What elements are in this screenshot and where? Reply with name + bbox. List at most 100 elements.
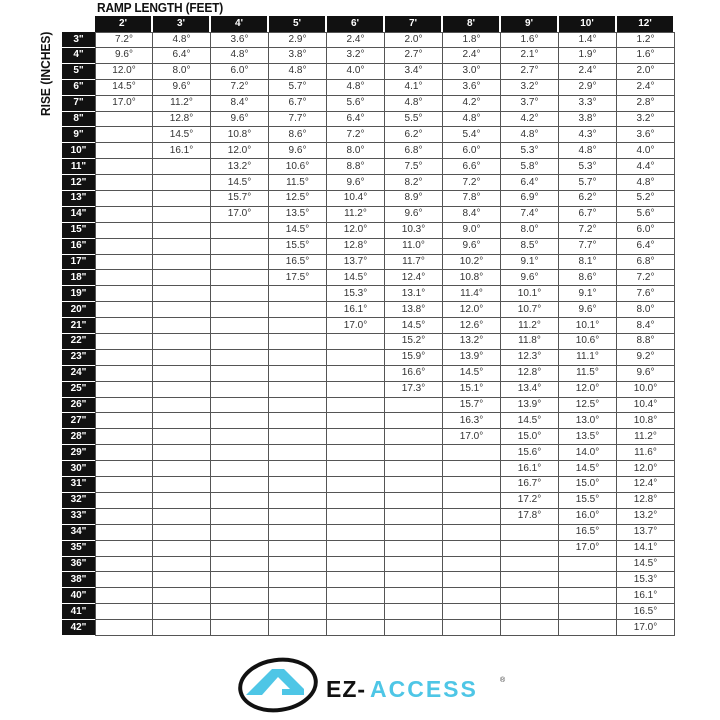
angle-cell: [559, 604, 617, 621]
angle-cell: [443, 604, 501, 621]
angle-cell: [95, 524, 153, 541]
angle-cell: 14.5°: [327, 270, 385, 287]
angle-cell: [95, 540, 153, 557]
angle-cell: 8.0°: [153, 63, 211, 80]
angle-cell: [269, 540, 327, 557]
angle-cell: [95, 302, 153, 319]
angle-cell: [95, 111, 153, 128]
angle-cell: 11.8°: [501, 334, 559, 350]
angle-cell: [385, 524, 443, 541]
angle-cell: 10.4°: [327, 191, 385, 207]
table-row: 4" 9.6° 6.4° 4.8° 3.8° 3.2° 2.7° 2.4° 2.1° 1.9° 1.…: [62, 48, 675, 64]
row-header: 16": [62, 238, 95, 255]
angle-cell: [501, 540, 559, 557]
angle-cell: [443, 492, 501, 509]
angle-cell: [327, 588, 385, 605]
angle-cell: 9.6°: [501, 270, 559, 287]
angle-cell: 5.5°: [385, 111, 443, 128]
table-row: 41" 16.5°: [62, 604, 675, 621]
table-row: 36" 14.5°: [62, 556, 675, 573]
angle-cell: 3.8°: [269, 48, 327, 64]
angle-cell: 16.1°: [153, 143, 211, 160]
angle-cell: 13.2°: [617, 508, 675, 525]
angle-cell: 6.6°: [443, 159, 501, 176]
angle-cell: 9.6°: [211, 111, 269, 128]
angle-cell: [269, 302, 327, 319]
angle-cell: 6.4°: [501, 175, 559, 192]
angle-cell: [327, 349, 385, 366]
angle-cell: 4.8°: [269, 63, 327, 80]
svg-text:EZ-: EZ-: [326, 676, 366, 702]
angle-cell: [501, 524, 559, 541]
angle-cell: [327, 572, 385, 589]
table-row: 28" 17.0° 15.0° 13.5° 11.2°: [62, 429, 675, 446]
angle-cell: [269, 588, 327, 605]
angle-cell: 7.6°: [617, 286, 675, 303]
angle-cell: [327, 477, 385, 493]
table-row: 32" 17.2° 15.5° 12.8°: [62, 492, 675, 509]
angle-cell: 5.6°: [327, 95, 385, 112]
row-axis-title: RISE (INCHES): [38, 31, 53, 117]
angle-cell: [327, 445, 385, 462]
angle-cell: 6.4°: [327, 111, 385, 128]
angle-cell: 16.0°: [559, 508, 617, 525]
row-header: 17": [62, 254, 95, 271]
angle-cell: [211, 286, 269, 303]
angle-cell: [385, 397, 443, 414]
angle-cell: [327, 540, 385, 557]
angle-cell: 10.6°: [559, 334, 617, 350]
row-header: 40": [62, 588, 95, 605]
angle-cell: [385, 461, 443, 478]
row-header: 29": [62, 445, 95, 462]
angle-cell: 12.5°: [559, 397, 617, 414]
angle-cell: 9.6°: [617, 365, 675, 382]
angle-cell: [211, 365, 269, 382]
angle-cell: [95, 572, 153, 589]
angle-cell: 5.3°: [501, 143, 559, 160]
angle-cell: [269, 318, 327, 335]
angle-cell: [211, 381, 269, 398]
table-row: 19" 15.3° 13.1° 11.4° 10.1° 9.1° 7.6°: [62, 286, 675, 303]
angle-cell: [211, 254, 269, 271]
angle-cell: [385, 413, 443, 430]
table-row: 22" 15.2° 13.2° 11.8° 10.6° 8.8°: [62, 334, 675, 350]
angle-cell: 6.7°: [559, 206, 617, 223]
angle-cell: 12.3°: [501, 349, 559, 366]
angle-cell: [269, 445, 327, 462]
row-header: 10": [62, 143, 95, 160]
angle-cell: 8.8°: [617, 334, 675, 350]
angle-cell: 13.7°: [327, 254, 385, 271]
angle-cell: 2.7°: [385, 48, 443, 64]
angle-cell: [95, 365, 153, 382]
angle-cell: [211, 540, 269, 557]
angle-cell: [95, 445, 153, 462]
angle-cell: 8.4°: [443, 206, 501, 223]
angle-cell: 7.8°: [443, 191, 501, 207]
angle-cell: 7.7°: [269, 111, 327, 128]
angle-cell: [153, 349, 211, 366]
angle-cell: [269, 334, 327, 350]
row-header: 19": [62, 286, 95, 303]
angle-cell: [95, 397, 153, 414]
row-header: 7": [62, 95, 95, 112]
angle-cell: [211, 334, 269, 350]
angle-cell: 6.4°: [617, 238, 675, 255]
angle-cell: [153, 524, 211, 541]
table-row: 7" 17.0° 11.2° 8.4° 6.7° 5.6° 4.8° 4.2° 3.7° 3.3°…: [62, 95, 675, 112]
angle-cell: [153, 206, 211, 223]
angle-cell: 9.0°: [443, 222, 501, 239]
angle-cell: [443, 445, 501, 462]
row-header: 9": [62, 127, 95, 144]
row-header: 34": [62, 524, 95, 541]
table-row: 40" 16.1°: [62, 588, 675, 605]
row-header: 42": [62, 620, 95, 636]
column-header: 9': [501, 16, 559, 32]
row-header: 20": [62, 302, 95, 319]
angle-cell: 16.7°: [501, 477, 559, 493]
table-row: 18" 17.5° 14.5° 12.4° 10.8° 9.6° 8.6° 7.2°: [62, 270, 675, 287]
angle-cell: 4.8°: [559, 143, 617, 160]
angle-cell: [327, 365, 385, 382]
angle-cell: 14.5°: [443, 365, 501, 382]
angle-cell: 1.8°: [443, 32, 501, 48]
table-row: 12" 14.5° 11.5° 9.6° 8.2° 7.2° 6.4° 5.7° 4.8°: [62, 175, 675, 192]
